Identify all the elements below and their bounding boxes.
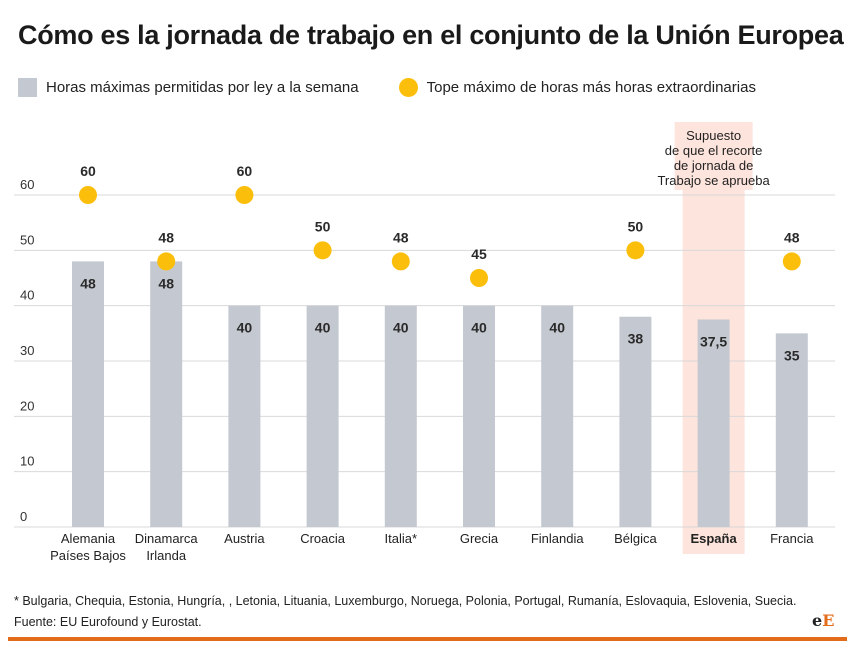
bar-value-label: 40	[471, 320, 487, 336]
y-tick-label: 30	[20, 343, 34, 358]
y-tick-label: 20	[20, 398, 34, 413]
bar	[541, 305, 574, 527]
dot-value-label: 48	[158, 229, 174, 245]
dot-value-label: 45	[471, 246, 487, 262]
overtime-dot	[626, 241, 645, 260]
bar	[228, 305, 261, 527]
x-category-label: Países Bajos	[50, 548, 126, 563]
bar-value-label: 37,5	[700, 334, 727, 350]
bar-value-label: 48	[80, 275, 96, 291]
x-category-label: Croacia	[300, 531, 346, 546]
overtime-dot	[79, 186, 97, 204]
legend-dot-label: Tope máximo de horas más horas extraordi…	[426, 79, 756, 96]
bar	[72, 261, 104, 527]
x-category-label: Dinamarca	[135, 531, 199, 546]
bar	[384, 305, 417, 527]
bar	[150, 261, 183, 527]
legend-bar-label: Horas máximas permitidas por ley a la se…	[46, 79, 359, 96]
overtime-dot	[313, 241, 332, 260]
bar	[463, 305, 495, 527]
bar-value-label: 48	[158, 275, 174, 291]
dot-value-label: 60	[80, 163, 96, 179]
bar	[619, 316, 652, 527]
x-category-label: Bélgica	[614, 531, 657, 546]
highlight-note-line: de jornada de	[674, 158, 754, 173]
source-note: Fuente: EU Eurofound y Eurostat.	[14, 615, 202, 629]
overtime-dot	[157, 252, 176, 271]
bar	[306, 305, 339, 527]
x-category-label: Finlandia	[531, 531, 585, 546]
legend: Horas máximas permitidas por ley a la se…	[18, 78, 756, 97]
bar	[697, 319, 730, 527]
x-category-label: Grecia	[460, 531, 499, 546]
bar-value-label: 38	[628, 331, 644, 347]
highlight-note-box	[674, 122, 753, 190]
y-tick-label: 0	[20, 509, 27, 524]
overtime-dot	[391, 252, 410, 271]
overtime-dot	[235, 186, 254, 204]
overtime-dot	[470, 269, 488, 287]
legend-bar-swatch	[18, 78, 37, 97]
dot-value-label: 50	[315, 218, 331, 234]
bar-value-label: 40	[549, 320, 565, 336]
y-tick-label: 40	[20, 288, 34, 303]
bar	[775, 333, 808, 527]
dot-value-label: 48	[393, 229, 409, 245]
dot-value-label: 60	[237, 163, 253, 179]
highlight-note-line: Supuesto	[686, 128, 741, 143]
x-category-label: Italia*	[385, 531, 418, 546]
x-category-label: España	[690, 531, 737, 546]
y-tick-label: 10	[20, 454, 34, 469]
dot-value-label: 50	[628, 218, 644, 234]
x-category-label: Alemania	[61, 531, 116, 546]
x-category-label: Irlanda	[146, 548, 187, 563]
x-category-label: Austria	[224, 531, 265, 546]
y-tick-label: 50	[20, 232, 34, 247]
bar-value-label: 35	[784, 347, 800, 363]
highlight-note-line: de que el recorte	[665, 143, 763, 158]
brand-logo: eE	[812, 611, 835, 630]
footnote: * Bulgaria, Chequia, Estonia, Hungría, ,…	[14, 594, 797, 608]
dot-value-label: 48	[784, 229, 800, 245]
accent-bar	[8, 637, 847, 641]
bar-value-label: 40	[237, 320, 253, 336]
legend-dot-swatch	[398, 78, 418, 97]
bar-value-label: 40	[315, 320, 331, 336]
overtime-dot	[782, 252, 801, 271]
highlight-note-line: Trabajo se aprueba	[657, 173, 770, 188]
chart-title: Cómo es la jornada de trabajo en el conj…	[18, 20, 844, 50]
y-tick-label: 60	[20, 177, 34, 192]
bar-value-label: 40	[393, 320, 409, 336]
x-category-label: Francia	[770, 531, 814, 546]
